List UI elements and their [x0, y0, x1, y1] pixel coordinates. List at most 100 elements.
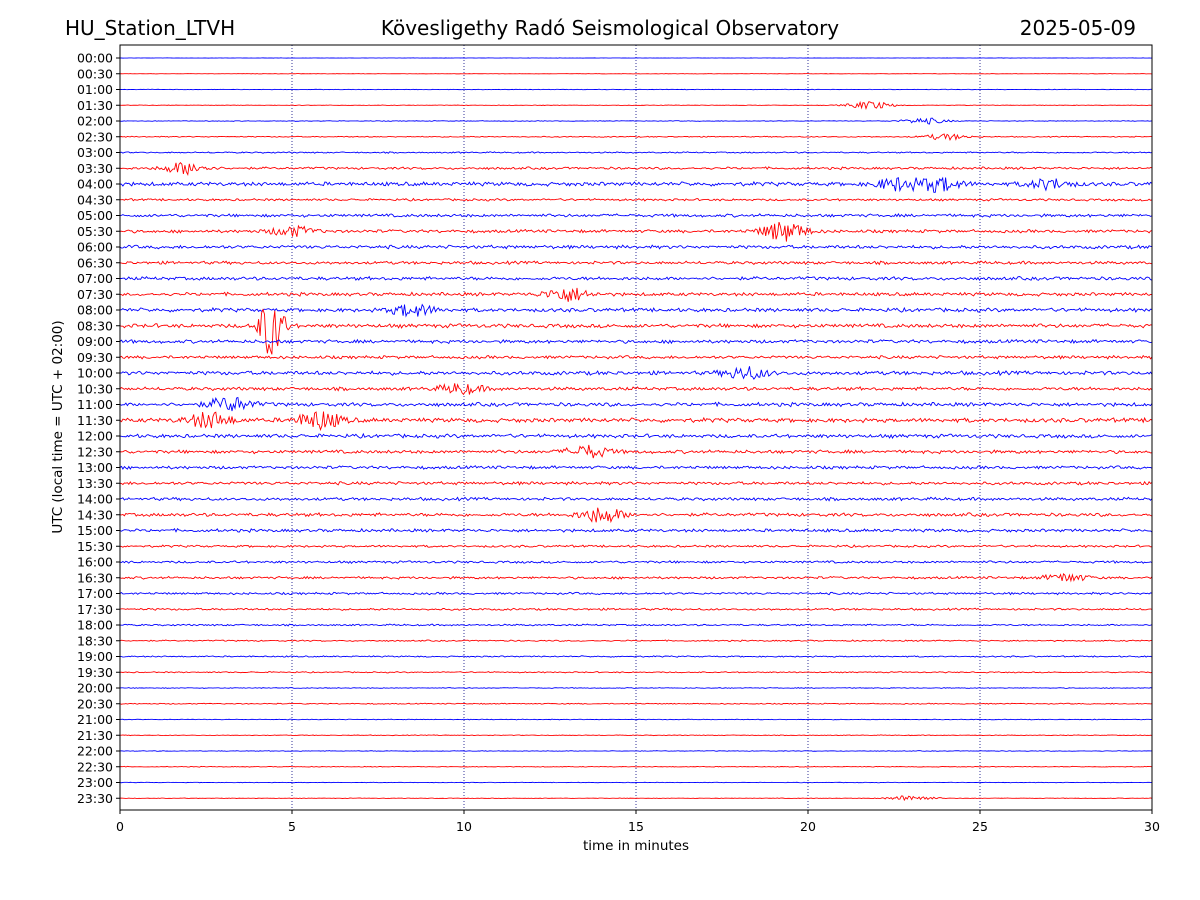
y-tick-label: 07:00	[77, 271, 113, 286]
trace-1530	[119, 544, 1153, 549]
trace-0130	[119, 100, 1153, 111]
trace-2130	[119, 734, 1153, 737]
station-name: HU_Station_LTVH	[65, 16, 235, 40]
y-tick-label: 02:00	[77, 114, 113, 129]
y-tick-label: 15:30	[77, 539, 113, 554]
x-tick-label: 10	[456, 819, 472, 834]
trace-1000	[119, 366, 1153, 380]
x-tick-label: 30	[1144, 819, 1160, 834]
y-tick-label: 20:30	[77, 696, 113, 711]
trace-0100	[119, 88, 1153, 91]
trace-2300	[119, 781, 1153, 784]
trace-1830	[119, 639, 1153, 643]
y-tick-label: 01:30	[77, 98, 113, 113]
y-tick-label: 22:30	[77, 759, 113, 774]
x-tick-label: 0	[116, 819, 124, 834]
y-tick-label: 22:00	[77, 744, 113, 759]
trace-1030	[119, 383, 1153, 396]
y-tick-label: 07:30	[77, 287, 113, 302]
x-tick-label: 20	[800, 819, 816, 834]
y-tick-label: 21:00	[77, 712, 113, 727]
x-axis-ticks: 0 5 10 15 20 25 30	[116, 810, 1160, 834]
trace-0500	[119, 212, 1153, 218]
y-tick-label: 23:00	[77, 775, 113, 790]
y-tick-label: 09:30	[77, 350, 113, 365]
trace-1700	[119, 591, 1153, 596]
y-tick-label: 23:30	[77, 791, 113, 806]
trace-0900	[119, 338, 1153, 345]
y-tick-label: 19:30	[77, 665, 113, 680]
trace-0530	[119, 221, 1153, 242]
trace-0630	[119, 260, 1153, 266]
y-tick-label: 06:00	[77, 240, 113, 255]
trace-1230	[119, 444, 1153, 459]
y-tick-label: 03:00	[77, 145, 113, 160]
y-tick-label: 20:00	[77, 681, 113, 696]
trace-1630	[119, 572, 1153, 583]
trace-1300	[119, 465, 1153, 470]
y-tick-label: 00:30	[77, 66, 113, 81]
trace-area	[119, 57, 1153, 802]
trace-0230	[119, 133, 1153, 142]
trace-1500	[119, 527, 1153, 533]
trace-2030	[119, 702, 1153, 705]
y-tick-label: 05:30	[77, 224, 113, 239]
y-tick-label: 05:00	[77, 208, 113, 223]
trace-0400	[119, 176, 1153, 193]
trace-1930	[119, 671, 1153, 674]
trace-1800	[119, 623, 1153, 627]
y-tick-label: 08:30	[77, 318, 113, 333]
y-tick-label: 06:30	[77, 255, 113, 270]
trace-0830	[119, 308, 1153, 355]
trace-2100	[119, 718, 1153, 721]
y-tick-label: 16:00	[77, 555, 113, 570]
trace-1330	[119, 480, 1153, 486]
trace-1400	[119, 496, 1153, 502]
y-tick-label: 08:00	[77, 303, 113, 318]
trace-0300	[119, 151, 1153, 154]
y-tick-label: 03:30	[77, 161, 113, 176]
observatory-title: Kövesligethy Radó Seismological Observat…	[381, 16, 839, 40]
y-tick-label: 10:30	[77, 381, 113, 396]
trace-0800	[119, 303, 1153, 318]
y-tick-label: 14:00	[77, 492, 113, 507]
trace-1430	[119, 507, 1153, 524]
trace-2200	[119, 750, 1152, 752]
trace-1200	[119, 432, 1153, 439]
y-tick-label: 11:30	[77, 413, 113, 428]
trace-1100	[119, 396, 1153, 412]
y-tick-label: 19:00	[77, 649, 113, 664]
trace-0600	[119, 244, 1153, 250]
y-tick-label: 13:30	[77, 476, 113, 491]
y-tick-label: 00:00	[77, 51, 113, 66]
y-tick-label: 18:30	[77, 633, 113, 648]
y-tick-label: 17:30	[77, 602, 113, 617]
date-label: 2025-05-09	[1020, 16, 1136, 40]
y-tick-label: 04:00	[77, 177, 113, 192]
trace-1130	[119, 411, 1153, 432]
trace-1600	[119, 560, 1153, 564]
y-tick-label: 09:00	[77, 334, 113, 349]
trace-0930	[119, 354, 1153, 360]
y-tick-label: 01:00	[77, 82, 113, 97]
trace-0330	[119, 162, 1153, 176]
y-tick-label: 17:00	[77, 586, 113, 601]
trace-2230	[119, 765, 1153, 768]
y-axis-label: UTC (local time = UTC + 02:00)	[50, 320, 66, 533]
y-tick-label: 13:00	[77, 460, 113, 475]
y-tick-label: 02:30	[77, 129, 113, 144]
y-tick-label: 10:00	[77, 366, 113, 381]
y-tick-label: 15:00	[77, 523, 113, 538]
y-tick-label: 11:00	[77, 397, 113, 412]
trace-1900	[119, 655, 1153, 658]
trace-0730	[119, 287, 1153, 302]
y-tick-label: 16:30	[77, 570, 113, 585]
trace-1730	[119, 607, 1153, 612]
y-tick-label: 21:30	[77, 728, 113, 743]
trace-2330	[119, 795, 1153, 802]
y-tick-label: 12:30	[77, 444, 113, 459]
y-axis-ticks: 00:0000:3001:0001:3002:0002:3003:0003:30…	[77, 51, 120, 806]
x-tick-label: 5	[288, 819, 296, 834]
